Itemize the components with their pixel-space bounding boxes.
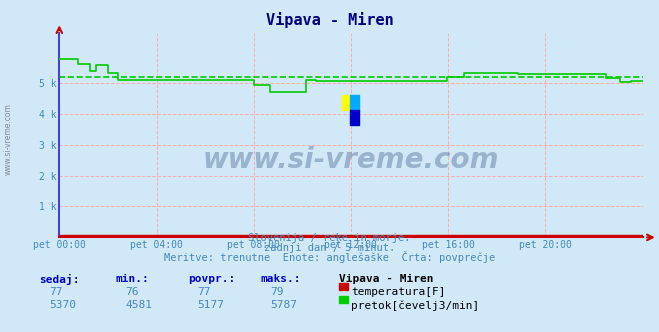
- Text: 77: 77: [198, 287, 211, 297]
- Text: maks.:: maks.:: [260, 274, 301, 284]
- Text: pretok[čevelj3/min]: pretok[čevelj3/min]: [351, 300, 480, 311]
- Text: 5370: 5370: [49, 300, 76, 310]
- Text: Vipava - Miren: Vipava - Miren: [339, 274, 434, 284]
- Text: www.si-vreme.com: www.si-vreme.com: [203, 146, 499, 174]
- Text: 5787: 5787: [270, 300, 297, 310]
- Text: povpr.:: povpr.:: [188, 274, 235, 284]
- Text: 77: 77: [49, 287, 63, 297]
- Text: temperatura[F]: temperatura[F]: [351, 287, 445, 297]
- Text: Vipava - Miren: Vipava - Miren: [266, 12, 393, 28]
- Text: 4581: 4581: [125, 300, 152, 310]
- Text: www.si-vreme.com: www.si-vreme.com: [3, 104, 13, 175]
- Text: sedaj:: sedaj:: [40, 274, 80, 285]
- Text: 5177: 5177: [198, 300, 225, 310]
- Text: Meritve: trenutne  Enote: anglešaške  Črta: povprečje: Meritve: trenutne Enote: anglešaške Črta…: [164, 251, 495, 263]
- Text: min.:: min.:: [115, 274, 149, 284]
- Text: 79: 79: [270, 287, 283, 297]
- Text: 76: 76: [125, 287, 138, 297]
- Text: Slovenija / reke in morje.: Slovenija / reke in morje.: [248, 233, 411, 243]
- Text: zadnji dan / 5 minut.: zadnji dan / 5 minut.: [264, 243, 395, 253]
